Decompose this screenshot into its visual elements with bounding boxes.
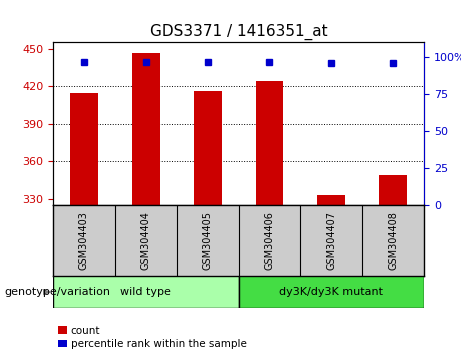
Text: GSM304406: GSM304406 bbox=[265, 211, 274, 270]
Text: GSM304403: GSM304403 bbox=[79, 211, 89, 270]
Text: GSM304405: GSM304405 bbox=[203, 211, 213, 270]
Bar bbox=[255, 81, 284, 205]
Title: GDS3371 / 1416351_at: GDS3371 / 1416351_at bbox=[150, 23, 327, 40]
Text: GSM304404: GSM304404 bbox=[141, 211, 151, 270]
Legend: count, percentile rank within the sample: count, percentile rank within the sample bbox=[58, 326, 247, 349]
Bar bbox=[239, 276, 424, 308]
Bar bbox=[132, 52, 160, 205]
Bar bbox=[318, 195, 345, 205]
Bar bbox=[194, 91, 222, 205]
Bar bbox=[53, 276, 239, 308]
Bar bbox=[379, 175, 407, 205]
Text: GSM304407: GSM304407 bbox=[326, 211, 337, 270]
Text: GSM304408: GSM304408 bbox=[388, 211, 398, 270]
Text: dy3K/dy3K mutant: dy3K/dy3K mutant bbox=[279, 287, 384, 297]
Text: genotype/variation: genotype/variation bbox=[5, 287, 111, 297]
Text: wild type: wild type bbox=[120, 287, 171, 297]
Bar bbox=[70, 93, 98, 205]
